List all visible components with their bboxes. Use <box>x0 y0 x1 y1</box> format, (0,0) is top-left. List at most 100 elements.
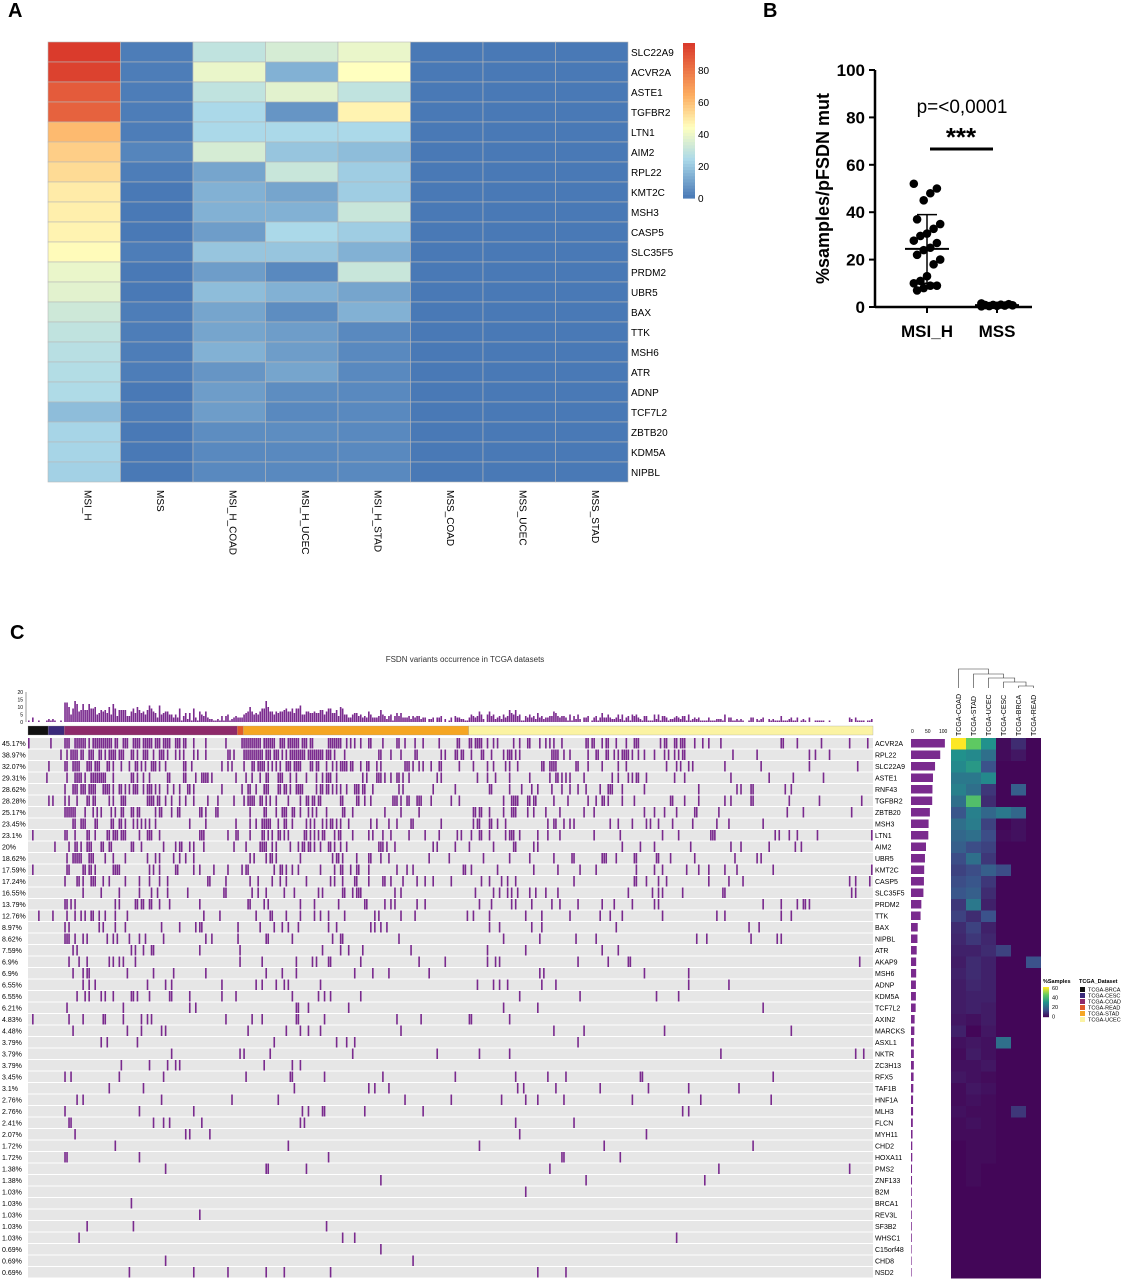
row-label: SLC22A9 <box>631 48 674 59</box>
top-frequency-bar <box>808 717 811 722</box>
gene-label: TTK <box>875 914 889 921</box>
mutation-hit <box>78 738 80 749</box>
gene-frequency-bar <box>911 888 924 897</box>
heatmap-cell <box>120 441 194 463</box>
mutation-hit <box>66 899 68 910</box>
mutation-hit <box>514 841 517 852</box>
mutation-hit <box>277 830 280 841</box>
mutation-hit <box>486 761 489 772</box>
gene-frequency-bar <box>911 1233 912 1242</box>
mutation-hit <box>311 761 314 772</box>
mutation-hit <box>102 1014 105 1025</box>
mutation-hit <box>120 784 123 795</box>
mutation-hit <box>279 784 282 795</box>
mutation-hit <box>583 772 585 783</box>
dataset-heat-cell <box>951 922 966 934</box>
mutation-hit <box>116 933 119 944</box>
mutation-hit <box>366 772 368 783</box>
percent-label: 12.76% <box>2 914 26 921</box>
mutation-hit <box>325 807 328 818</box>
heatmap-cell <box>555 181 629 203</box>
top-frequency-bar <box>625 717 628 722</box>
top-frequency-bar <box>756 719 758 722</box>
mutation-hit <box>553 738 555 749</box>
top-frequency-bar <box>158 705 161 722</box>
dataset-heat-cell <box>981 1267 996 1279</box>
top-frequency-bar <box>502 714 505 722</box>
oncoprint-title: FSDN variants occurrence in TCGA dataset… <box>385 655 545 664</box>
colorbar-tick: 60 <box>698 98 710 109</box>
dataset-heat-cell <box>996 956 1011 968</box>
dataset-heat-cell <box>1026 1152 1041 1164</box>
heatmap-cell <box>192 181 266 203</box>
mutation-hit <box>225 1014 227 1025</box>
top-frequency-bar <box>768 719 770 722</box>
mutation-hit <box>134 738 137 749</box>
mutation-hit <box>663 738 666 749</box>
gene-label: AIM2 <box>875 845 891 852</box>
mutation-hit <box>112 772 115 783</box>
heatmap-cell <box>192 121 266 143</box>
dataset-heat-cell <box>996 830 1011 842</box>
mutation-hit <box>76 749 78 760</box>
mutation-hit <box>341 795 344 806</box>
dataset-heat-cell <box>996 749 1011 761</box>
top-frequency-bar <box>724 714 726 722</box>
dataset-heat-cell <box>966 1048 981 1060</box>
heatmap-cell <box>337 81 411 103</box>
mutation-hit <box>343 887 346 898</box>
mutation-hit <box>88 864 90 875</box>
mutation-hit <box>645 1129 648 1140</box>
mutation-hit <box>150 830 153 841</box>
mutation-hit <box>366 899 368 910</box>
mutation-hit <box>724 910 726 921</box>
mutation-hit <box>64 795 66 806</box>
gene-label: B2M <box>875 1190 890 1197</box>
dataset-heat-cell <box>951 933 966 945</box>
mutation-hit <box>339 864 342 875</box>
colorbar-segment <box>683 52 695 56</box>
mutation-hit <box>337 738 340 749</box>
dataset-heat-cell <box>1011 1002 1026 1014</box>
mutation-hit <box>555 761 557 772</box>
mutation-hit <box>502 1002 505 1013</box>
mutation-hit <box>603 1140 606 1151</box>
dataset-heat-cell <box>996 1140 1011 1152</box>
mutation-hit <box>472 910 475 921</box>
mutation-hit <box>319 841 322 852</box>
top-frequency-bar <box>573 716 575 722</box>
mutation-hit <box>68 738 70 749</box>
mutation-hit <box>80 818 82 829</box>
mutation-hit <box>430 761 432 772</box>
mutation-hit <box>86 933 88 944</box>
colorbar-segment <box>683 151 695 156</box>
dataset-heat-cell <box>1026 738 1041 750</box>
mutation-hit <box>64 807 66 818</box>
top-frequency-bar <box>772 719 775 722</box>
mutation-hit <box>559 899 561 910</box>
mutation-hit <box>468 1014 471 1025</box>
mutation-hit <box>134 956 137 967</box>
heatmap-cell <box>265 41 339 63</box>
mutation-hit <box>253 795 255 806</box>
dataset-heat-cell <box>996 887 1011 899</box>
mutation-hit <box>205 772 207 783</box>
mutation-hit <box>82 1094 84 1105</box>
dataset-heat-cell <box>1011 1255 1026 1267</box>
mutation-hit <box>665 876 668 887</box>
top-frequency-bar <box>102 711 105 722</box>
mutation-hit <box>281 922 284 933</box>
dataset-heat-cell <box>951 749 966 761</box>
y-axis-label: %samples/pFSDN mut <box>813 93 833 284</box>
top-frequency-bar <box>545 717 547 722</box>
mutation-hit <box>301 841 304 852</box>
top-bar-tick: 10 <box>17 705 23 711</box>
dataset-heat-cell <box>1026 1048 1041 1060</box>
mutation-hit <box>78 1232 80 1243</box>
mutation-hit <box>402 784 404 795</box>
heatmap-cell <box>265 441 339 463</box>
mutation-hit <box>114 738 117 749</box>
mutation-hit <box>74 749 76 760</box>
percent-label: 45.17% <box>2 741 26 748</box>
mutation-hit <box>530 899 533 910</box>
